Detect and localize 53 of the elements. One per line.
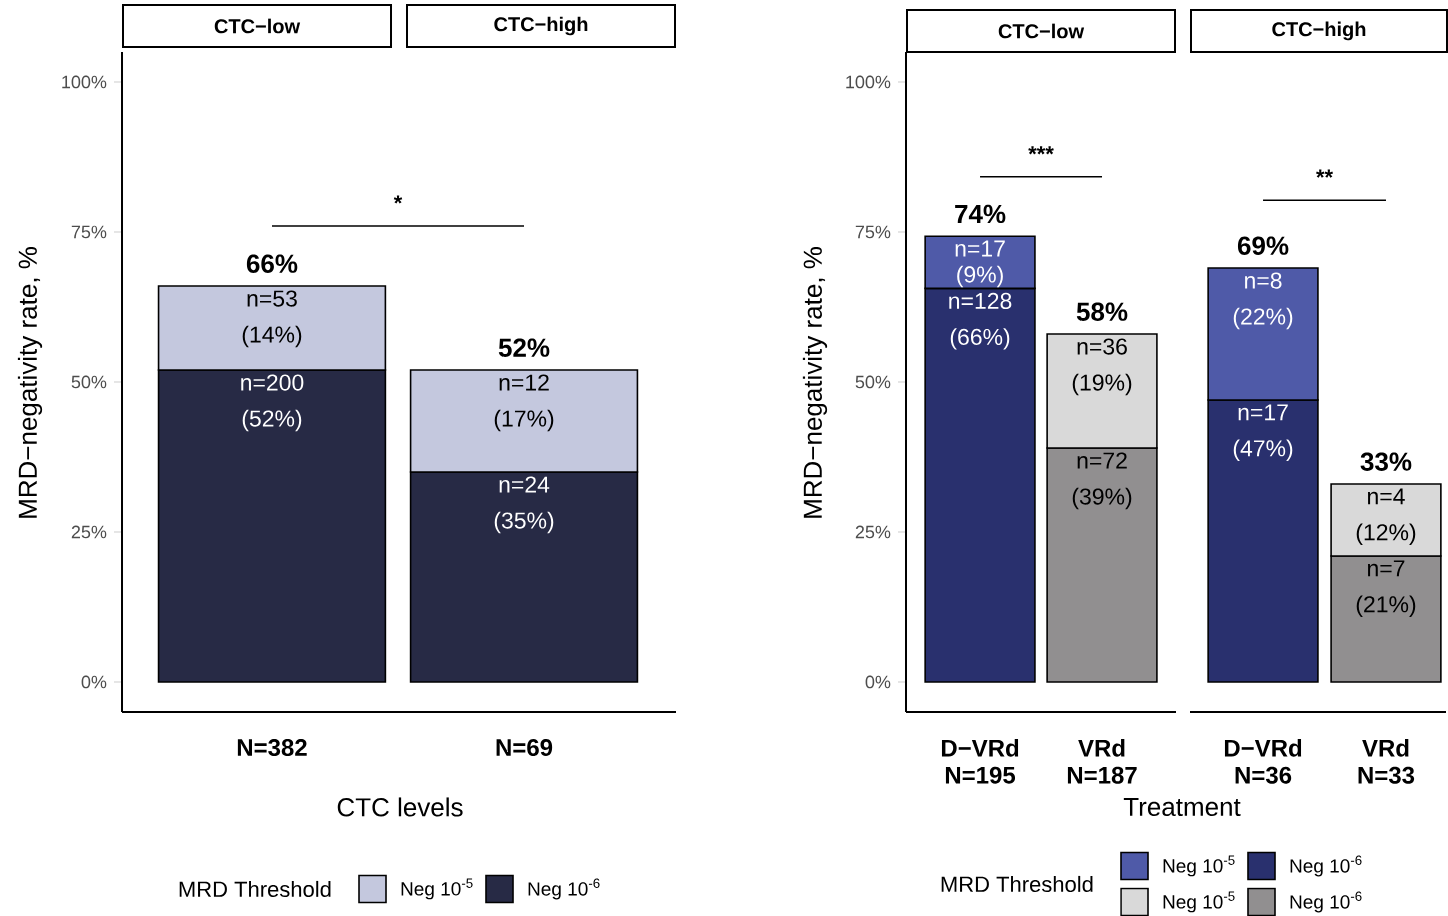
annotation: ** (1316, 169, 1334, 178)
x-tick-label: D−VRd N=195 (941, 739, 1019, 784)
y-tick-label: 50% (855, 375, 891, 389)
y-tick-label: 100% (846, 75, 891, 89)
x-axis-title: Treatment (1123, 797, 1241, 817)
y-tick-label: 50% (71, 375, 107, 389)
data-label: n=200 (52%) (241, 374, 304, 432)
annotation: *** (1028, 146, 1054, 155)
data-label: n=7 (21%) (1356, 560, 1416, 617)
text: Neg 10$^{-6}$ (1290, 891, 1362, 913)
y-tick-label: 75% (855, 225, 891, 239)
y-tick-label: 25% (855, 525, 891, 539)
data-label: n=72 (39%) (1072, 452, 1132, 510)
y-tick-label: 100% (62, 75, 107, 89)
data-label: n=8 (22%) (1233, 272, 1293, 330)
text: CTC−low (214, 18, 301, 34)
y-axis-title: MRD−negativity rate, % (802, 247, 828, 518)
total-label: 33% (1360, 452, 1412, 471)
data-label: n=4 (12%) (1356, 488, 1416, 545)
x-tick-label: N=382 (237, 739, 307, 757)
annotation: * (393, 195, 403, 204)
total-label: 58% (1076, 302, 1128, 321)
data-label: n=36 (19%) (1072, 338, 1132, 396)
y-axis-title: MRD−negativity rate, % (17, 247, 43, 518)
text: CTC−high (494, 16, 588, 36)
legend-label: Neg 10$^{-5}$ (401, 878, 473, 900)
y-tick-label: 0% (865, 675, 891, 689)
x-axis-title: CTC levels (337, 797, 463, 817)
data-label: n=53 (14%) (242, 290, 302, 348)
data-label: n=12 (17%) (494, 374, 554, 432)
legend-label: Neg 10$^{-6}$ (1290, 855, 1362, 877)
total-label: 52% (498, 338, 550, 357)
data-label: n=17 (9%) (955, 240, 1005, 288)
x-tick-label: D−VRd N=36 (1224, 739, 1302, 784)
total-label: 69% (1237, 236, 1289, 255)
x-tick-label: VRd N=33 (1358, 739, 1415, 784)
legend-label: Neg 10$^{-5}$ (1163, 855, 1235, 877)
total-label: 74% (955, 204, 1006, 224)
total-label: 66% (246, 254, 298, 273)
text: CTC−high (1272, 21, 1366, 41)
y-tick-label: 25% (71, 525, 107, 539)
x-tick-label: N=69 (496, 739, 553, 757)
data-label: n=24 (35%) (494, 476, 554, 534)
data-label: n=17 (47%) (1233, 404, 1293, 461)
legend-title: MRD Threshold (179, 880, 331, 898)
legend-label: Neg 10$^{-6}$ (528, 878, 600, 900)
text: Neg 10$^{-5}$ (1163, 891, 1235, 913)
text: CTC−low (998, 23, 1085, 39)
y-tick-label: 75% (71, 225, 107, 239)
legend-title: MRD Threshold (941, 875, 1093, 893)
data-label: n=128 (66%) (949, 292, 1012, 350)
y-tick-label: 0% (81, 675, 107, 689)
x-tick-label: VRd N=187 (1067, 739, 1137, 784)
